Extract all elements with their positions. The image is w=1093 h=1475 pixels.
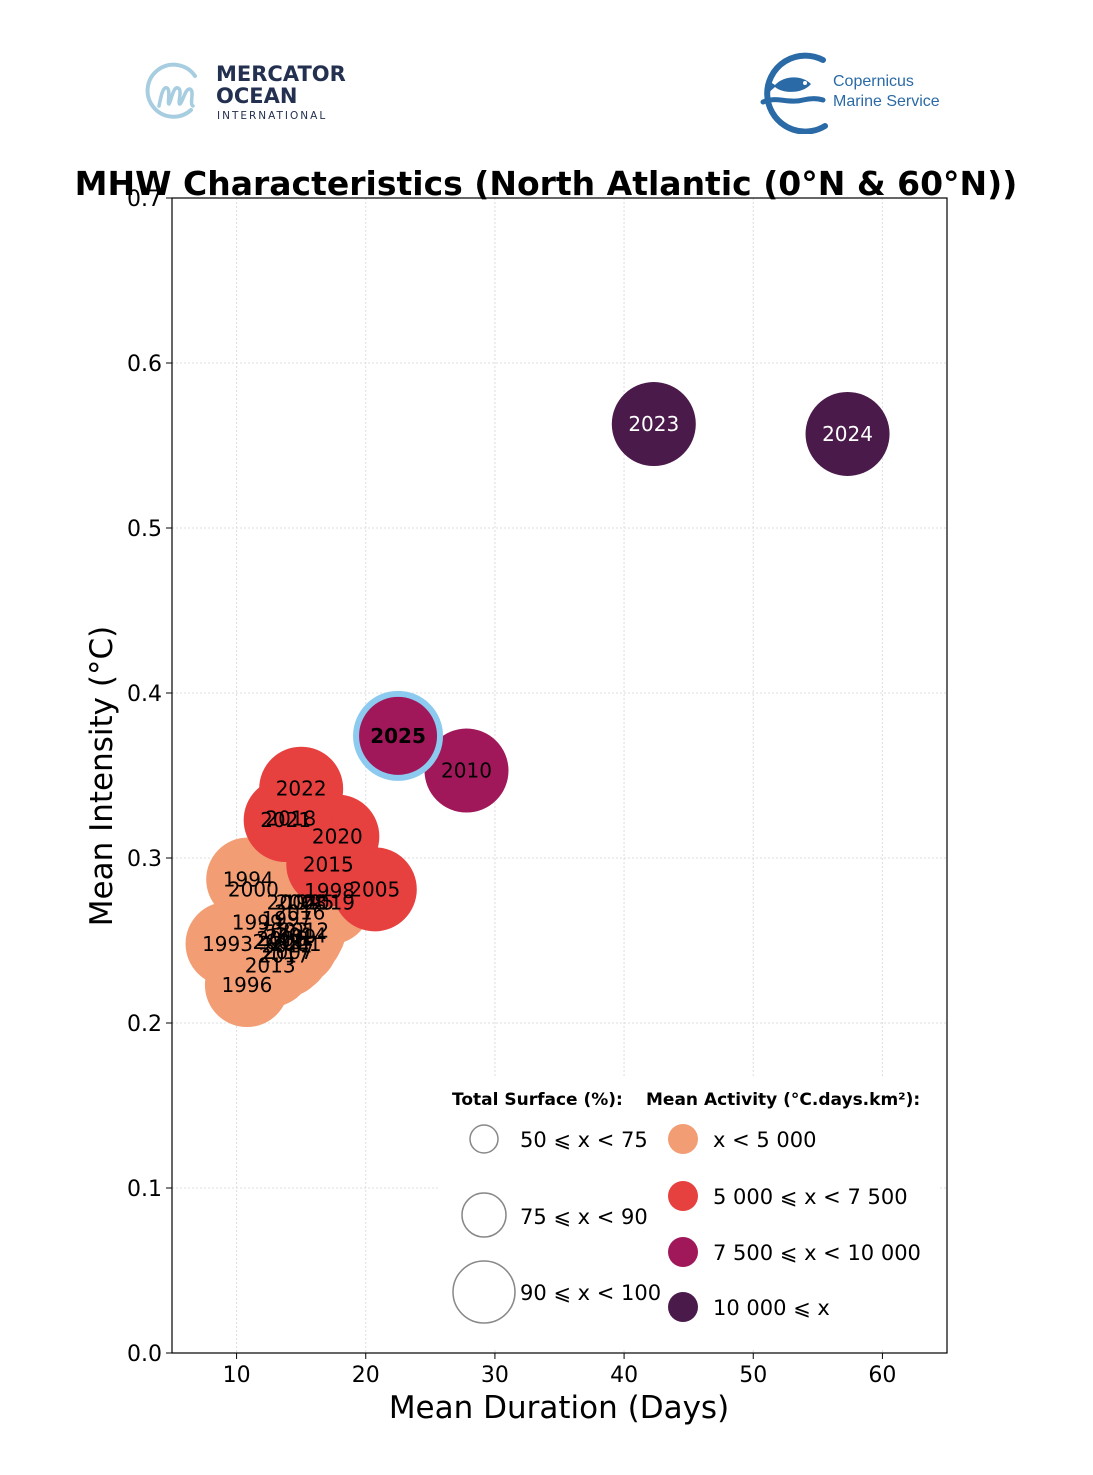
logo-line-1: Copernicus bbox=[833, 73, 914, 90]
point-label-1996: 1996 bbox=[221, 973, 272, 997]
axis-ticks: 10 20 30 40 50 60 0.0 0.1 0.2 0.3 0.4 0.5 0.6 0.7 bbox=[127, 187, 896, 1388]
x-tick-label: 20 bbox=[352, 1363, 380, 1388]
y-tick-label: 0.5 bbox=[127, 517, 162, 542]
legend-color-label: 10 000 ⩽ x bbox=[713, 1296, 830, 1320]
y-tick-label: 0.4 bbox=[127, 682, 162, 707]
data-points bbox=[185, 382, 890, 1028]
point-2023 bbox=[611, 382, 696, 467]
y-tick-label: 0.2 bbox=[127, 1012, 162, 1037]
point-label-2013: 2013 bbox=[245, 953, 296, 977]
legend-color-title: Mean Activity (°C.days.km²): bbox=[646, 1090, 920, 1110]
point-label-2007: 2007 bbox=[263, 940, 314, 964]
y-axis-label: Mean Intensity (°C) bbox=[84, 626, 120, 926]
x-tick-label: 40 bbox=[610, 1363, 638, 1388]
x-axis-label: Mean Duration (Days) bbox=[389, 1390, 729, 1426]
legend-size-marker bbox=[469, 1124, 499, 1154]
legend-size-marker bbox=[461, 1192, 507, 1238]
point-label-2020: 2020 bbox=[312, 825, 363, 849]
point-label-2022: 2022 bbox=[276, 777, 327, 801]
point-label-2017: 2017 bbox=[259, 943, 310, 967]
logo-line-3: INTERNATIONAL bbox=[217, 110, 328, 122]
legend-color-label: 5 000 ⩽ x < 7 500 bbox=[713, 1185, 908, 1209]
y-tick-label: 0.3 bbox=[127, 847, 162, 872]
logo-line-1: MERCATOR bbox=[216, 62, 346, 86]
point-label-2015: 2015 bbox=[303, 853, 354, 877]
point-2024 bbox=[805, 391, 890, 476]
fish-wave-icon bbox=[760, 52, 828, 134]
point-label-2014: 2014 bbox=[276, 924, 327, 948]
point-label-2005: 2005 bbox=[349, 877, 400, 901]
point-label-2024: 2024 bbox=[822, 422, 873, 446]
point-label-2018: 2018 bbox=[265, 806, 316, 830]
legend-size-label: 90 ⩽ x < 100 bbox=[520, 1281, 661, 1305]
point-2022 bbox=[259, 746, 344, 831]
point-label-2003: 2003 bbox=[252, 930, 303, 954]
point-label-2011: 2011 bbox=[262, 933, 313, 957]
legend-size-title: Total Surface (%): bbox=[452, 1090, 623, 1110]
legend-color-marker bbox=[668, 1237, 698, 1267]
point-label-2023: 2023 bbox=[628, 412, 679, 436]
mercator-m-circle-icon bbox=[145, 62, 197, 119]
point-label-1995: 1995 bbox=[283, 891, 334, 915]
legend-color-label: 7 500 ⩽ x < 10 000 bbox=[713, 1241, 921, 1265]
x-tick-label: 60 bbox=[868, 1363, 896, 1388]
point-2010 bbox=[424, 728, 509, 813]
point-label-2019: 2019 bbox=[304, 891, 355, 915]
point-label-2012: 2012 bbox=[278, 919, 329, 943]
point-label-2009: 2009 bbox=[265, 925, 316, 949]
point-label-2025: 2025 bbox=[370, 724, 426, 748]
point-label-2001: 2001 bbox=[271, 932, 322, 956]
legend-size-marker bbox=[452, 1260, 516, 1324]
x-tick-label: 50 bbox=[739, 1363, 767, 1388]
y-tick-label: 0.6 bbox=[127, 352, 162, 377]
point-label-1993: 1993 bbox=[202, 932, 253, 956]
point-label-2000: 2000 bbox=[228, 877, 279, 901]
y-tick-label: 0.7 bbox=[127, 187, 162, 212]
x-tick-label: 30 bbox=[481, 1363, 509, 1388]
logo-line-2: OCEAN bbox=[216, 84, 298, 108]
legend-size-label: 75 ⩽ x < 90 bbox=[520, 1205, 648, 1229]
legend-color-marker bbox=[668, 1292, 698, 1322]
plot-frame bbox=[171, 197, 948, 1354]
point-label-1998: 1998 bbox=[304, 879, 355, 903]
point-label-1997: 1997 bbox=[262, 907, 313, 931]
mercator-ocean-logo: MERCATOR OCEAN INTERNATIONAL bbox=[145, 60, 365, 128]
legend-color-label: x < 5 000 bbox=[713, 1128, 817, 1152]
point-label-2021: 2021 bbox=[260, 808, 311, 832]
point-label-2006: 2006 bbox=[256, 927, 307, 951]
copernicus-marine-logo: Copernicus Marine Service bbox=[745, 50, 965, 134]
chart-title: MHW Characteristics (North Atlantic (0°N… bbox=[75, 164, 1018, 203]
y-tick-label: 0.0 bbox=[127, 1342, 162, 1367]
point-label-2016: 2016 bbox=[274, 900, 325, 924]
x-tick-label: 10 bbox=[223, 1363, 251, 1388]
point-label-1999: 1999 bbox=[232, 910, 283, 934]
logo-line-2: Marine Service bbox=[833, 93, 940, 110]
legend: Total Surface (%): Mean Activity (°C.days… bbox=[452, 1090, 921, 1324]
point-label-2010: 2010 bbox=[441, 759, 492, 783]
point-2025 bbox=[353, 690, 444, 781]
point-label-2008: 2008 bbox=[276, 891, 327, 915]
point-label-1994: 1994 bbox=[223, 867, 274, 891]
point-label-2004: 2004 bbox=[267, 891, 318, 915]
point-label-2002: 2002 bbox=[258, 919, 309, 943]
legend-size-label: 50 ⩽ x < 75 bbox=[520, 1128, 648, 1152]
legend-color-marker bbox=[668, 1124, 698, 1154]
legend-color-marker bbox=[668, 1181, 698, 1211]
y-tick-label: 0.1 bbox=[127, 1177, 162, 1202]
